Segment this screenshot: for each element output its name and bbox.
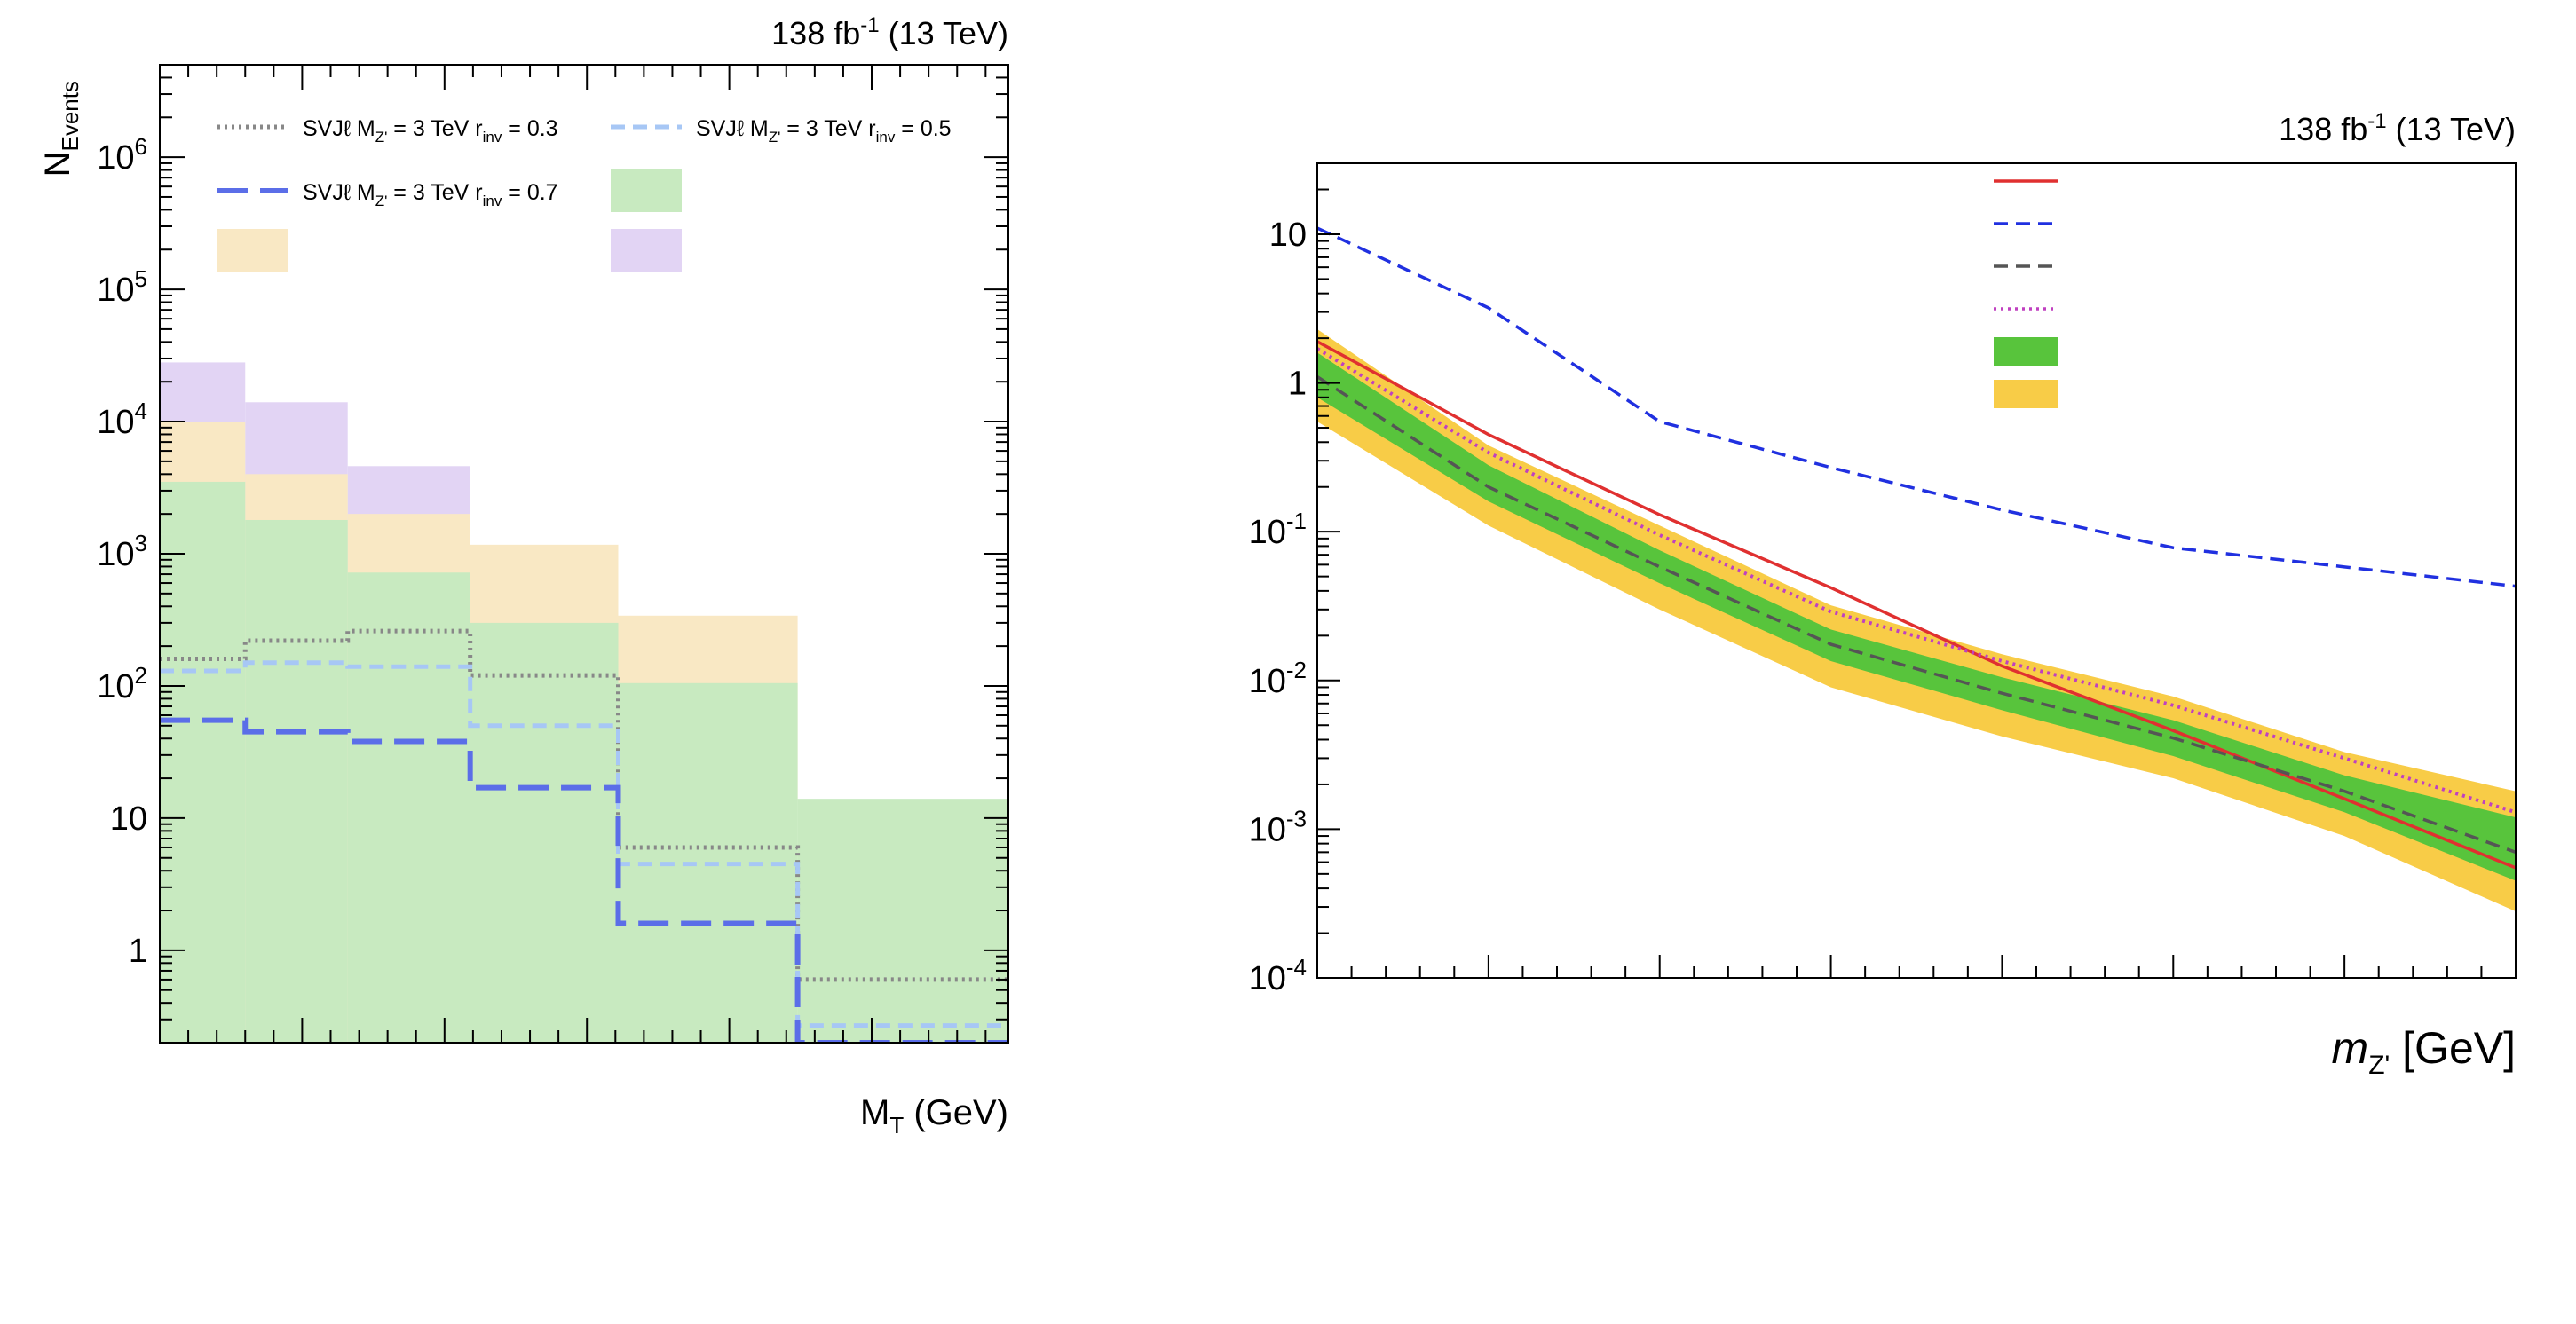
- x-ticks-a: [159, 65, 987, 1043]
- lumi-label-a: 138 fb-1 (13 TeV): [771, 13, 1008, 51]
- series-line-3-: [1317, 347, 2516, 815]
- legend-item-a: SVJℓ MZ' = 3 TeV rinv = 0.3: [217, 116, 558, 146]
- stack-bar-qcd-3: [470, 622, 619, 1043]
- series-line-theoretical: [1317, 340, 2516, 870]
- legend-swatch: [1994, 380, 2058, 408]
- band-two-sigma: [1317, 328, 2516, 912]
- legend-swatch: [611, 169, 682, 212]
- legend-label: SVJℓ MZ' = 3 TeV rinv = 0.7: [303, 180, 558, 209]
- y-tick-label: 1: [129, 933, 147, 970]
- y-tick-label: 10: [1269, 217, 1307, 254]
- y-tick-label: 10: [110, 800, 147, 838]
- y-axis-label-a: NEvents: [38, 81, 83, 177]
- lumi-label-b: 138 fb-1 (13 TeV): [2279, 109, 2516, 147]
- x-axis-label-a: MT (GeV): [860, 1093, 1008, 1139]
- stack-bar-qcd-5: [797, 799, 1008, 1043]
- legend-b: [1994, 179, 2058, 408]
- y-tick-label: 10-4: [1249, 954, 1307, 997]
- legend-swatch: [611, 229, 682, 272]
- legend-label: SVJℓ MZ' = 3 TeV rinv = 0.5: [696, 116, 952, 146]
- band-one-sigma: [1317, 352, 2516, 881]
- y-tick-label: 106: [97, 133, 147, 177]
- legend-item-a: [217, 229, 288, 272]
- signal-line-2: [160, 717, 1008, 1043]
- y-tick-label: 104: [97, 398, 147, 441]
- legend-label: SVJℓ MZ' = 3 TeV rinv = 0.3: [303, 116, 558, 146]
- legend-item-a: [611, 229, 682, 272]
- stack-bar-qcd-0: [160, 481, 246, 1043]
- stack-bar-qcd-2: [347, 572, 470, 1043]
- legend-swatch: [217, 229, 288, 272]
- signal-line-1: [160, 660, 1008, 1028]
- y-tick-label: 102: [97, 662, 147, 705]
- y-tick-label: 1: [1288, 366, 1307, 403]
- y-tick-label: 10-3: [1249, 805, 1307, 848]
- y-tick-label: 10-2: [1249, 657, 1307, 700]
- panel-a-histogram: 1 10 102 103 104 105 106 MT (GeV) NEvents 138 fb-…: [38, 13, 1009, 1139]
- plot-area-b: [1317, 226, 2516, 912]
- y-tick-label: 103: [97, 530, 147, 573]
- y-tick-label: 105: [97, 265, 147, 309]
- series-line-expected-hadronic-svj-search-: [1317, 226, 2516, 588]
- panel-b-limit-plot: 10-4 10-3 10-2 10-1 1 10 mZ' [GeV] 138 fb-1 (13…: [1249, 109, 2517, 1080]
- legend-swatch: [1994, 337, 2058, 366]
- frame-b: [1316, 162, 2517, 979]
- y-ticks-b: 10-4 10-3 10-2 10-1 1 10: [1249, 162, 1340, 997]
- legend-a: SVJℓ MZ' = 3 TeV rinv = 0.3 SVJℓ MZ' = 3 …: [217, 116, 952, 272]
- x-ticks-b: [1316, 955, 2517, 978]
- y-tick-label: 10-1: [1249, 508, 1307, 551]
- legend-item-a: SVJℓ MZ' = 3 TeV rinv = 0.5: [611, 116, 952, 146]
- legend-item-a: SVJℓ MZ' = 3 TeV rinv = 0.7: [217, 180, 558, 209]
- x-axis-label-b: mZ' [GeV]: [2332, 1023, 2516, 1080]
- series-line-expected-leptonic-svj-: [1317, 375, 2516, 855]
- stack-bar-qcd-1: [245, 519, 348, 1043]
- legend-item-b: [1994, 337, 2058, 366]
- legend-item-a: [611, 169, 682, 212]
- y-ticks-a: 1 10 102 103 104 105 106: [97, 64, 1008, 1044]
- plot-area-a: [160, 362, 1008, 1043]
- legend-item-b: [1994, 380, 2058, 408]
